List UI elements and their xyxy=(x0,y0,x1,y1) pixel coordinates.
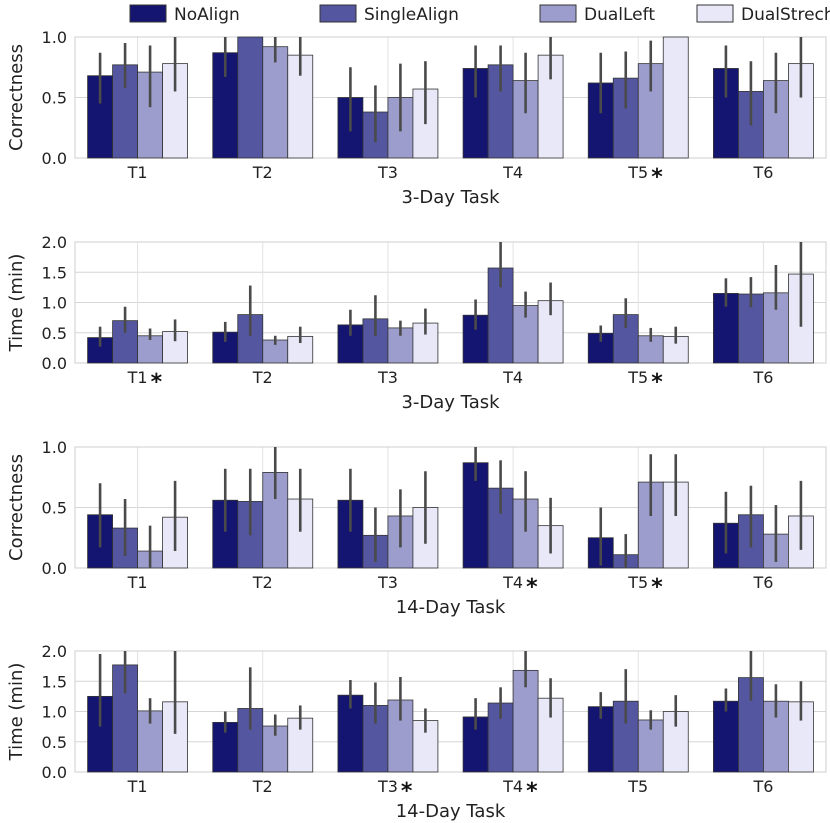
significance-star: * xyxy=(651,575,663,600)
y-axis-title: Time (min) xyxy=(6,254,27,353)
x-tick-label-t1: T1 xyxy=(127,573,148,592)
x-axis-title: 14-Day Task xyxy=(396,597,506,618)
plot-frame xyxy=(74,36,827,159)
significance-star: * xyxy=(651,165,663,190)
y-tick-label: 1.0 xyxy=(42,438,67,457)
bar-noalign-t3 xyxy=(337,324,364,364)
bar-singlealign-t2 xyxy=(237,36,264,159)
legend-swatch-noalign xyxy=(129,4,167,23)
y-tick-label: 1.5 xyxy=(42,263,67,282)
legend-swatch-dualleft xyxy=(539,4,577,23)
x-tick-label-t3: T3 xyxy=(377,573,398,592)
x-tick-label-t6: T6 xyxy=(752,163,773,182)
x-tick-label-t1: T1 xyxy=(127,777,148,796)
legend-label-noalign: NoAlign xyxy=(174,5,240,25)
significance-star: * xyxy=(526,575,538,600)
x-tick-label-t3: T3 xyxy=(377,777,398,796)
plot-frame xyxy=(74,446,827,569)
y-tick-label: 0.5 xyxy=(42,499,67,518)
plot-frame xyxy=(74,241,827,364)
x-axis-title: 3-Day Task xyxy=(401,187,500,208)
y-axis-title: Correctness xyxy=(6,454,27,561)
legend-swatch-dualstrech xyxy=(696,4,734,23)
x-tick-label-t6: T6 xyxy=(752,573,773,592)
significance-star: * xyxy=(401,779,413,804)
y-tick-label: 0.5 xyxy=(42,324,67,343)
x-tick-label-t4: T4 xyxy=(502,573,523,592)
bar-noalign-t6 xyxy=(713,293,739,364)
y-tick-label: 0.5 xyxy=(42,89,67,108)
x-tick-label-t1: T1 xyxy=(127,368,148,387)
x-tick-label-t4: T4 xyxy=(502,163,523,182)
x-axis-title: 3-Day Task xyxy=(401,392,500,413)
x-tick-label-t6: T6 xyxy=(752,777,773,796)
y-tick-label: 0.0 xyxy=(42,559,67,578)
bar-dualstrech-t5 xyxy=(662,36,689,159)
bar-dualstrech-t1 xyxy=(162,701,188,773)
x-tick-label-t2: T2 xyxy=(252,573,273,592)
legend: NoAlign SingleAlign DualLeft DualStrech xyxy=(129,4,830,25)
x-tick-label-t2: T2 xyxy=(252,163,273,182)
x-tick-label-t6: T6 xyxy=(752,368,773,387)
x-tick-label-t1: T1 xyxy=(127,163,148,182)
plot-frame xyxy=(74,650,827,773)
x-tick-label-t3: T3 xyxy=(377,368,398,387)
y-axis-title: Correctness xyxy=(6,44,27,151)
x-tick-label-t5: T5 xyxy=(627,777,648,796)
legend-label-singlealign: SingleAlign xyxy=(364,5,459,25)
bar-dualleft-t5 xyxy=(637,481,664,569)
bar-noalign-t6 xyxy=(713,700,739,773)
significance-star: * xyxy=(651,370,663,395)
legend-label-dualstrech: DualStrech xyxy=(741,5,830,25)
x-tick-label-t5: T5 xyxy=(627,163,648,182)
y-tick-label: 2.0 xyxy=(42,642,67,661)
y-tick-label: 1.0 xyxy=(42,703,67,722)
y-axis-title: Time (min) xyxy=(6,663,27,762)
y-tick-label: 1.5 xyxy=(42,672,67,691)
x-tick-label-t3: T3 xyxy=(377,163,398,182)
x-tick-label-t5: T5 xyxy=(627,573,648,592)
y-tick-label: 1.0 xyxy=(42,28,67,47)
x-tick-label-t2: T2 xyxy=(252,777,273,796)
chart-panel-1: 0.0 0.5 1.0 T1 T2 T3 T4 T5 * T6 3-Day Task Correctn… xyxy=(6,28,827,208)
y-tick-label: 2.0 xyxy=(42,233,67,252)
x-axis-title: 14-Day Task xyxy=(396,801,506,822)
y-tick-label: 0.0 xyxy=(42,354,67,373)
y-tick-label: 0.5 xyxy=(42,733,67,752)
significance-star: * xyxy=(526,779,538,804)
y-tick-label: 1.0 xyxy=(42,294,67,313)
y-tick-label: 0.0 xyxy=(42,763,67,782)
chart-panel-2: 0.00.51.01.52.0T1 * T2 T3 T4 T5 * T63-Day TaskT… xyxy=(6,233,827,413)
x-tick-label-t4: T4 xyxy=(502,777,523,796)
x-tick-label-t5: T5 xyxy=(627,368,648,387)
bar-dualstrech-t4 xyxy=(537,300,564,364)
x-tick-label-t2: T2 xyxy=(252,368,273,387)
legend-label-dualleft: DualLeft xyxy=(584,5,655,25)
legend-swatch-singlealign xyxy=(319,4,357,23)
significance-star: * xyxy=(151,370,163,395)
bar-dualleft-t2 xyxy=(262,46,289,159)
y-tick-label: 0.0 xyxy=(42,149,67,168)
x-tick-label-t4: T4 xyxy=(502,368,523,387)
